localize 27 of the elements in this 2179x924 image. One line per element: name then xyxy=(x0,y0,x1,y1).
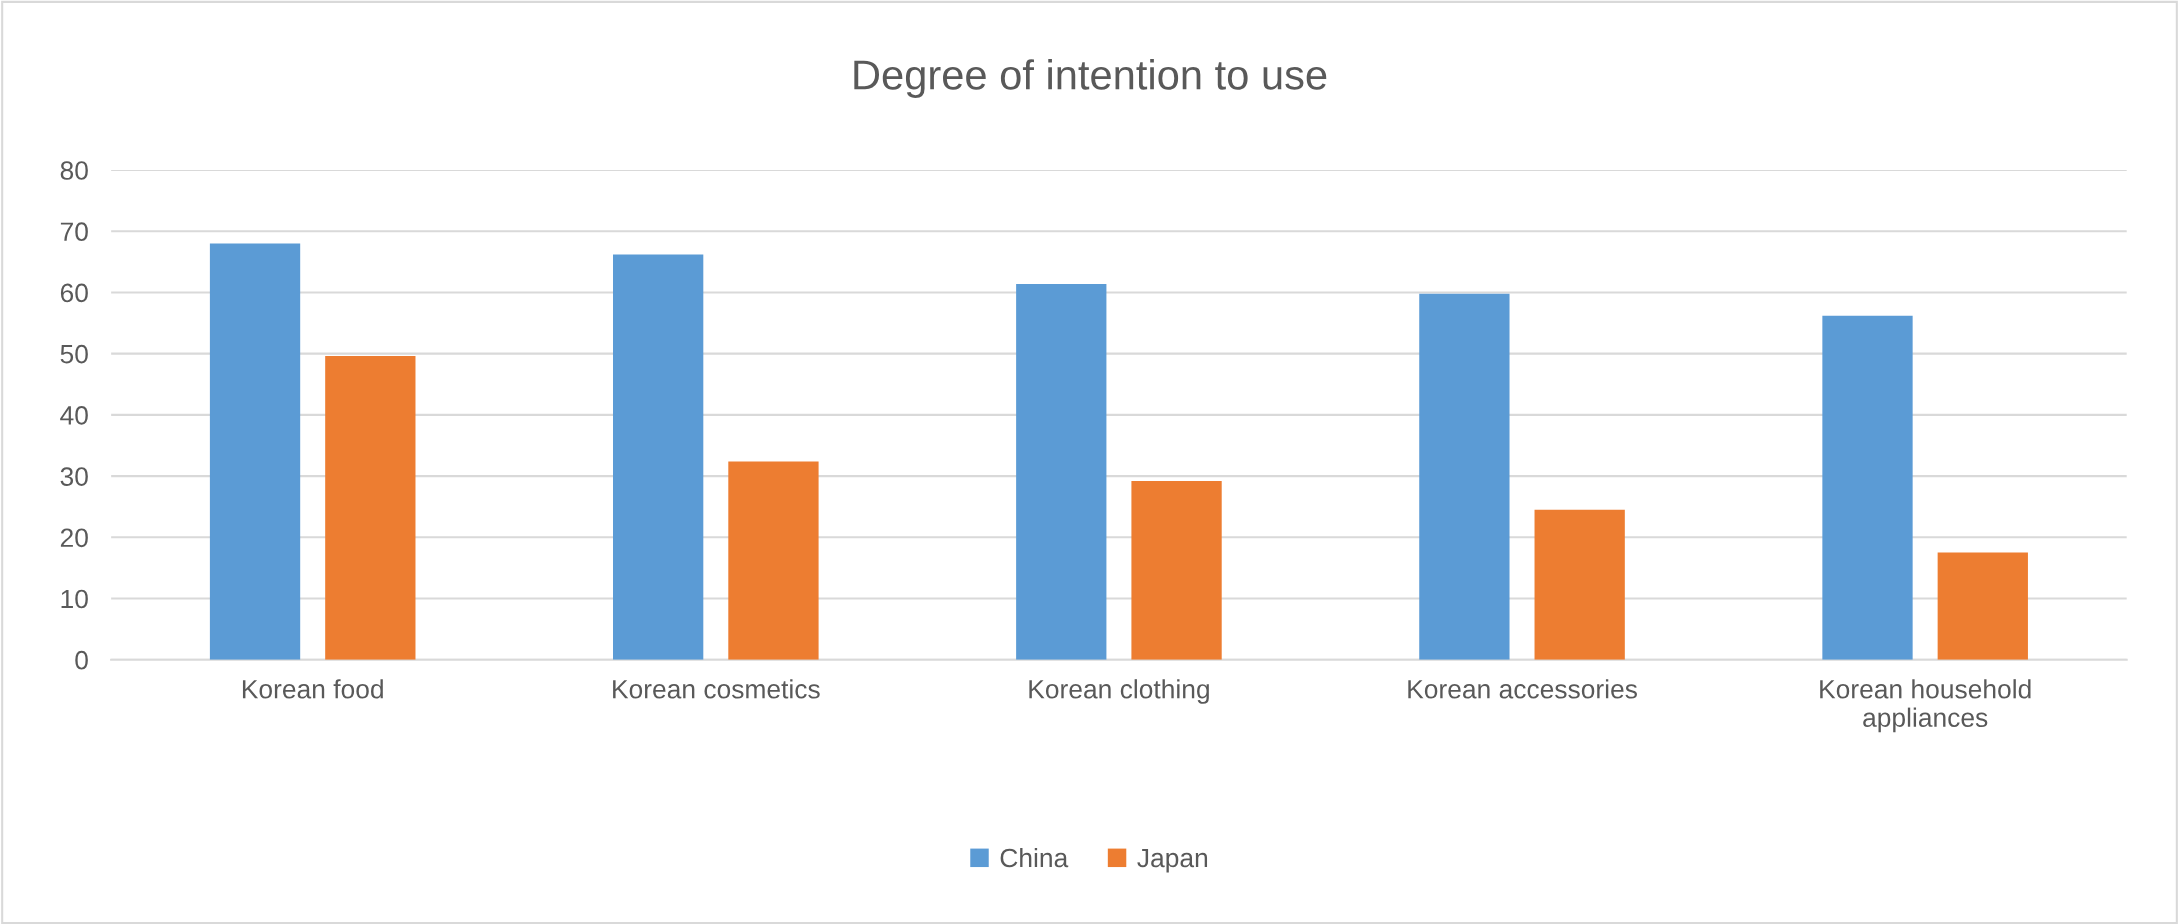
y-tick-label: 0 xyxy=(75,650,88,670)
bar xyxy=(325,356,416,660)
chart-title: Degree of intention to use xyxy=(854,59,1327,98)
bar xyxy=(1131,480,1222,660)
bar xyxy=(1534,509,1625,660)
x-tick-label: Korean accessories xyxy=(1408,679,1637,699)
y-tick-label: 20 xyxy=(60,528,88,548)
y-tick-label: 70 xyxy=(60,222,88,242)
bar xyxy=(728,461,819,660)
bar xyxy=(1016,283,1107,660)
y-tick-label: 10 xyxy=(61,589,88,609)
y-tick-label: 50 xyxy=(60,344,88,364)
x-tick-label: Korean cosmetics xyxy=(613,679,820,699)
y-tick-label: 60 xyxy=(60,283,88,303)
bar xyxy=(1822,315,1913,660)
x-tick-label: Korean household appliances xyxy=(1820,679,2031,733)
bar xyxy=(209,243,301,660)
legend-label: Japan xyxy=(1137,848,1208,873)
bar xyxy=(613,254,704,660)
y-tick-label: 80 xyxy=(60,161,88,180)
x-tick-label: Korean clothing xyxy=(1029,679,1209,704)
x-tick-label: Korean food xyxy=(242,679,383,699)
y-tick-label: 40 xyxy=(60,406,88,425)
legend-label: China xyxy=(1000,847,1069,868)
bar xyxy=(1419,293,1510,660)
y-tick-label: 30 xyxy=(60,467,88,486)
bar xyxy=(1937,552,2028,660)
